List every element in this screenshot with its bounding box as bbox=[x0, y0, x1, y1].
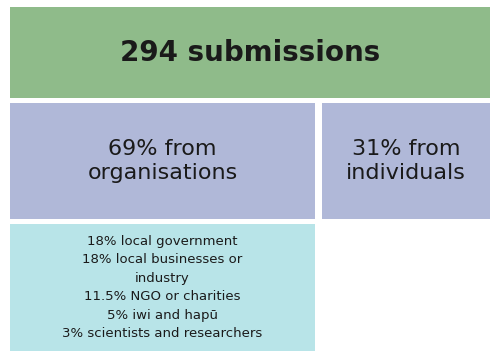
Text: 18% local government
18% local businesses or
industry
11.5% NGO or charities
5% : 18% local government 18% local businesse… bbox=[62, 235, 262, 340]
FancyBboxPatch shape bbox=[10, 224, 315, 351]
FancyBboxPatch shape bbox=[10, 103, 315, 219]
Text: 294 submissions: 294 submissions bbox=[120, 38, 380, 67]
Text: 69% from
organisations: 69% from organisations bbox=[88, 140, 238, 183]
Text: 31% from
individuals: 31% from individuals bbox=[346, 140, 466, 183]
FancyBboxPatch shape bbox=[322, 103, 490, 219]
FancyBboxPatch shape bbox=[10, 7, 490, 98]
